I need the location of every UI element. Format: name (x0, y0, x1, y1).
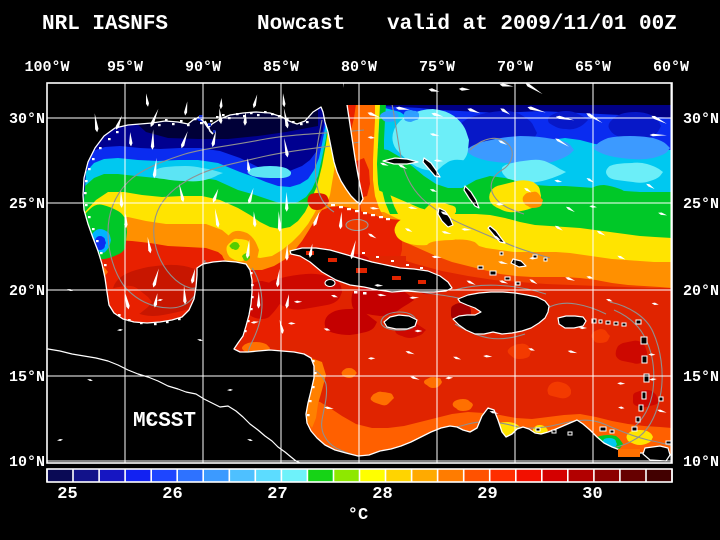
svg-text:95°W: 95°W (107, 59, 143, 76)
svg-text:10°N: 10°N (9, 454, 45, 471)
svg-text:25: 25 (57, 485, 77, 504)
svg-text:valid at 2009/11/01 00Z: valid at 2009/11/01 00Z (387, 13, 677, 36)
svg-text:27: 27 (267, 485, 287, 504)
svg-text:MCSST: MCSST (133, 410, 196, 433)
svg-text:26: 26 (162, 485, 182, 504)
svg-text:25°N: 25°N (683, 196, 719, 213)
svg-text:25°N: 25°N (9, 196, 45, 213)
svg-text:15°N: 15°N (9, 369, 45, 386)
svg-text:NRL IASNFS: NRL IASNFS (42, 13, 168, 36)
svg-text:20°N: 20°N (9, 283, 45, 300)
svg-text:70°W: 70°W (497, 59, 533, 76)
svg-text:20°N: 20°N (683, 283, 719, 300)
svg-text:60°W: 60°W (653, 59, 689, 76)
svg-text:°C: °C (348, 506, 368, 525)
svg-text:29: 29 (477, 485, 497, 504)
svg-text:15°N: 15°N (683, 369, 719, 386)
svg-text:30°N: 30°N (9, 111, 45, 128)
svg-text:80°W: 80°W (341, 59, 377, 76)
svg-text:85°W: 85°W (263, 59, 299, 76)
svg-text:30: 30 (582, 485, 602, 504)
svg-text:90°W: 90°W (185, 59, 221, 76)
svg-text:10°N: 10°N (683, 454, 719, 471)
svg-text:75°W: 75°W (419, 59, 455, 76)
svg-text:100°W: 100°W (24, 59, 69, 76)
svg-text:65°W: 65°W (575, 59, 611, 76)
svg-text:Nowcast: Nowcast (257, 13, 345, 36)
svg-text:28: 28 (372, 485, 392, 504)
svg-text:30°N: 30°N (683, 111, 719, 128)
